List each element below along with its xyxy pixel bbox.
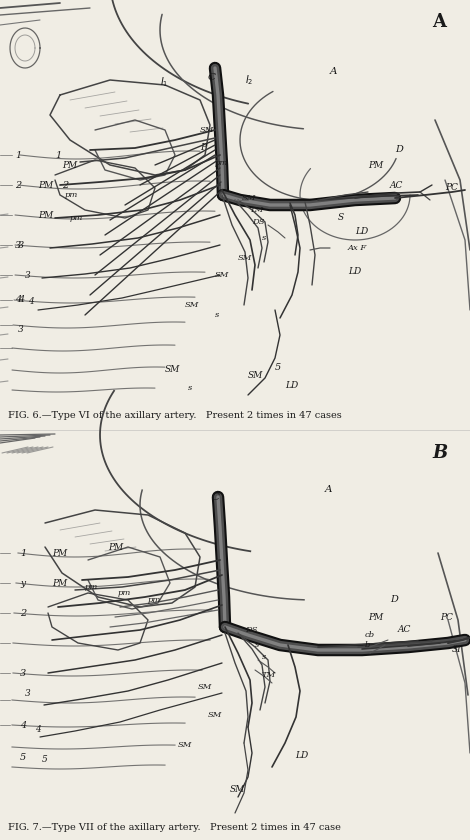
Text: 3: 3 <box>25 270 31 280</box>
Text: SM: SM <box>215 271 229 279</box>
Text: 2: 2 <box>62 181 68 190</box>
Text: P: P <box>200 144 206 153</box>
Text: 3: 3 <box>15 240 21 249</box>
Text: 1: 1 <box>55 150 61 160</box>
Text: SM: SM <box>198 683 212 691</box>
Text: AC: AC <box>398 626 411 634</box>
Text: $I_1$: $I_1$ <box>160 75 168 89</box>
Text: SM: SM <box>230 785 245 795</box>
Text: B: B <box>432 444 447 462</box>
Text: SM: SM <box>238 254 252 262</box>
Text: 4: 4 <box>35 726 41 734</box>
Text: 4: 4 <box>15 296 21 304</box>
Text: C: C <box>208 73 216 82</box>
Text: D: D <box>395 145 403 155</box>
Text: SI: SI <box>452 645 462 654</box>
Text: 3: 3 <box>20 669 26 678</box>
Text: PM: PM <box>368 612 383 622</box>
Text: pm: pm <box>70 214 83 222</box>
Text: C: C <box>212 492 220 501</box>
Text: pm: pm <box>148 596 161 604</box>
Text: S: S <box>338 213 344 223</box>
Text: PM: PM <box>38 211 53 219</box>
Text: y: y <box>20 579 25 587</box>
Text: s: s <box>255 641 259 649</box>
Text: PM: PM <box>52 579 67 587</box>
Text: PC: PC <box>440 612 453 622</box>
Text: pm: pm <box>85 583 98 591</box>
Text: 2: 2 <box>20 608 26 617</box>
Text: SM: SM <box>248 370 263 380</box>
Text: D: D <box>390 596 398 605</box>
Text: 3: 3 <box>18 240 24 249</box>
Text: $I_2$: $I_2$ <box>245 73 253 87</box>
Text: A: A <box>325 486 332 495</box>
Text: 4: 4 <box>28 297 34 307</box>
Text: 1: 1 <box>15 150 21 160</box>
Text: LD: LD <box>295 750 308 759</box>
Text: SM: SM <box>185 301 199 309</box>
Text: 5: 5 <box>20 753 26 762</box>
Text: TM: TM <box>250 206 264 214</box>
Text: pm: pm <box>215 159 228 167</box>
Text: PM: PM <box>62 160 77 170</box>
Text: 2: 2 <box>15 181 21 190</box>
Text: 3: 3 <box>25 689 31 697</box>
Text: LD: LD <box>348 267 361 276</box>
Text: LD: LD <box>355 228 368 237</box>
Text: PC: PC <box>445 183 458 192</box>
Text: SM: SM <box>242 194 256 202</box>
Text: PM: PM <box>38 181 53 190</box>
Text: s: s <box>215 311 219 319</box>
Text: DS: DS <box>245 626 258 634</box>
Text: b: b <box>365 641 370 649</box>
Text: SM: SM <box>208 711 222 719</box>
Text: s: s <box>188 384 192 392</box>
Text: 5: 5 <box>42 755 48 764</box>
Text: Ax F: Ax F <box>348 244 367 252</box>
Text: PM: PM <box>52 549 67 558</box>
Text: pm: pm <box>118 589 132 597</box>
Text: s: s <box>262 653 266 661</box>
Text: DS: DS <box>252 218 265 226</box>
Text: SM: SM <box>200 126 214 134</box>
Text: 1: 1 <box>20 549 26 558</box>
Text: TM: TM <box>262 671 276 679</box>
Text: SM: SM <box>165 365 180 375</box>
Text: cb: cb <box>365 631 375 639</box>
Text: PM: PM <box>108 543 123 552</box>
Text: PM: PM <box>368 160 383 170</box>
Text: s: s <box>262 234 266 242</box>
Text: A: A <box>330 67 337 76</box>
Text: 5: 5 <box>275 364 281 372</box>
Text: A: A <box>432 13 446 31</box>
Text: pm: pm <box>65 191 78 199</box>
Text: FIG. 6.—Type VI of the axillary artery.   Present 2 times in 47 cases: FIG. 6.—Type VI of the axillary artery. … <box>8 411 342 419</box>
Text: FIG. 7.—Type VII of the axillary artery.   Present 2 times in 47 case: FIG. 7.—Type VII of the axillary artery.… <box>8 823 341 832</box>
Text: LD: LD <box>285 381 298 390</box>
Text: 4: 4 <box>20 721 26 729</box>
Text: SM: SM <box>178 741 192 749</box>
Text: 3: 3 <box>18 325 24 334</box>
Text: AC: AC <box>390 181 403 190</box>
Text: 4: 4 <box>18 296 24 304</box>
